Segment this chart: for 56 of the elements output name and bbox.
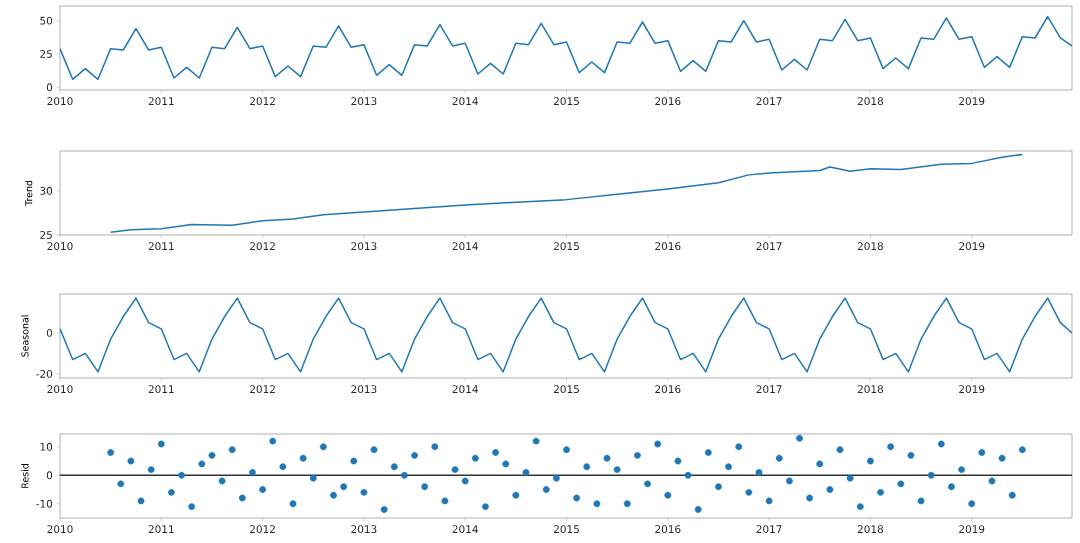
line-series (60, 297, 1072, 373)
y-tick-label: 25 (40, 50, 52, 58)
x-tick-label: 2010 (47, 97, 73, 106)
x-tick-label: 2015 (553, 242, 579, 251)
x-tick-label: 2014 (452, 385, 478, 394)
x-tick-label: 2011 (148, 97, 174, 106)
x-tick-label: 2018 (857, 242, 883, 251)
x-tick-label: 2012 (250, 385, 275, 394)
y-tick-label: 0 (46, 328, 53, 337)
y-tick-label: 25 (40, 231, 52, 239)
x-tick-label: 2015 (553, 525, 579, 534)
x-tick-label: 2019 (959, 525, 985, 534)
x-tick-label: 2014 (452, 97, 478, 106)
x-tick-label: 2015 (553, 97, 579, 106)
y-axis-title: Resid (21, 464, 29, 488)
y-tick-label: 0 (46, 83, 53, 92)
y-tick-label: 30 (40, 186, 53, 195)
x-tick-label: 2016 (655, 97, 681, 106)
line-series (60, 15, 1072, 81)
x-tick-label: 2018 (857, 97, 883, 106)
y-tick-label: 50 (40, 16, 53, 25)
x-tick-label: 2011 (148, 242, 174, 251)
x-tick-label: 2012 (250, 97, 275, 106)
x-tick-label: 2018 (857, 385, 883, 394)
x-tick-label: 2016 (655, 242, 681, 251)
x-tick-label: 2018 (857, 525, 883, 534)
line-series (109, 153, 1024, 234)
x-tick-label: 2013 (351, 525, 377, 534)
x-tick-label: 2011 (148, 525, 174, 534)
x-tick-label: 2016 (655, 385, 681, 394)
x-tick-label: 2012 (250, 242, 275, 251)
x-tick-label: 2019 (959, 242, 985, 251)
x-tick-label: 2014 (452, 525, 478, 534)
x-tick-label: 2010 (47, 385, 73, 394)
y-tick-label: 10 (40, 442, 53, 451)
x-tick-label: 2014 (452, 242, 478, 251)
y-axis-title: Seasonal (21, 315, 29, 357)
x-tick-label: 2011 (148, 385, 174, 394)
y-tick-label: -20 (36, 369, 53, 378)
y-tick-label: -10 (36, 499, 53, 508)
x-tick-label: 2019 (959, 385, 985, 394)
x-tick-label: 2017 (756, 242, 782, 251)
x-tick-label: 2010 (47, 242, 73, 251)
x-tick-label: 2016 (655, 525, 681, 534)
y-tick-label: 0 (46, 471, 53, 480)
x-tick-label: 2017 (756, 97, 782, 106)
x-tick-label: 2013 (351, 242, 377, 251)
x-tick-label: 2015 (553, 385, 579, 394)
x-tick-label: 2013 (351, 385, 377, 394)
x-tick-label: 2013 (351, 97, 377, 106)
y-axis-title: Trend (25, 180, 33, 206)
x-tick-label: 2019 (959, 97, 985, 106)
x-tick-label: 2017 (756, 385, 782, 394)
x-tick-label: 2010 (47, 525, 73, 534)
x-tick-label: 2017 (756, 525, 782, 534)
x-tick-label: 2012 (250, 525, 275, 534)
